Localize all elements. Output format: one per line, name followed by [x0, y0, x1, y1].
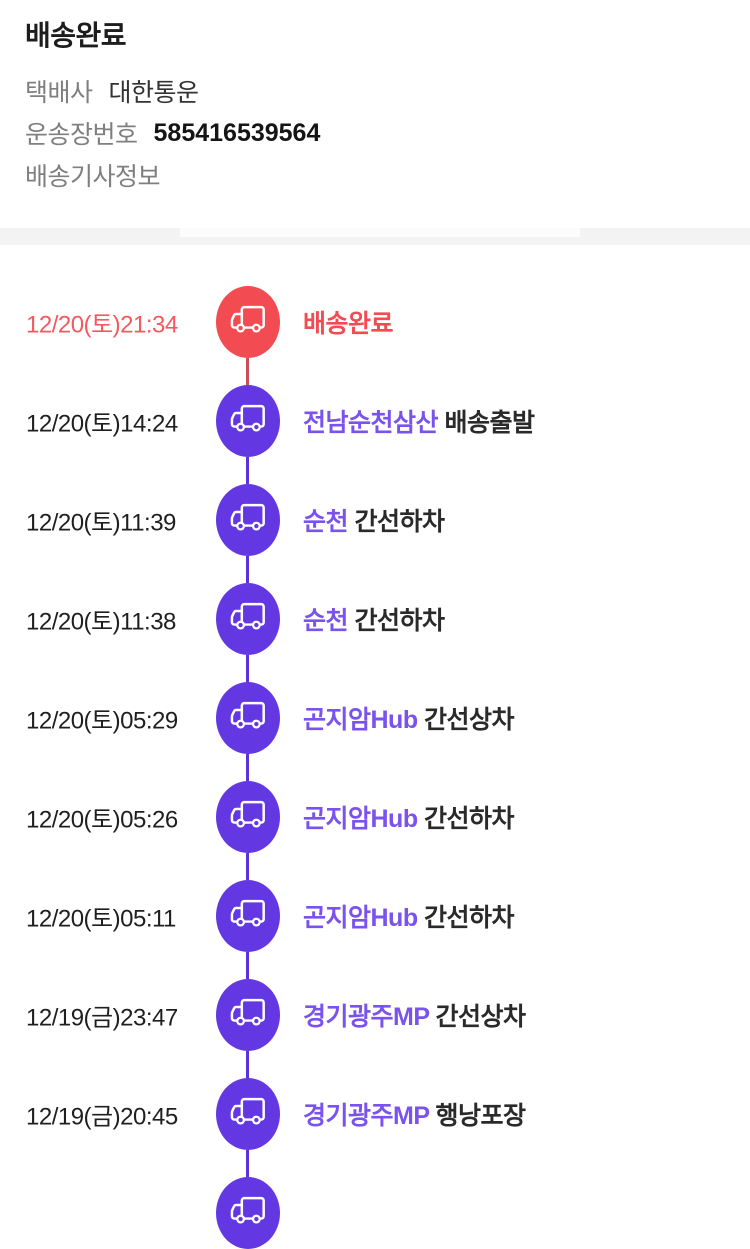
timeline-item: 12/20(토)14:24 전남순천삼산 배송출발	[0, 385, 750, 457]
timeline-item-datetime: 12/20(토)11:38	[26, 608, 176, 636]
timeline-item: 12/20(토)11:38 순천 간선하차	[0, 583, 750, 655]
timeline-item-action: 배송출발	[444, 409, 535, 437]
timeline-item-action: 간선하차	[354, 607, 445, 635]
truck-icon	[229, 700, 267, 736]
timeline-item-status: 순천 간선하차	[303, 502, 445, 538]
driver-info-row[interactable]: 배송기사정보	[25, 154, 320, 196]
timeline-item-marker	[216, 880, 280, 952]
timeline-connector	[246, 655, 249, 682]
timeline-item-marker	[216, 385, 280, 457]
timeline-item-marker	[216, 979, 280, 1051]
timeline-item-datetime: 12/20(토)11:39	[26, 509, 176, 537]
shipment-info: 택배사 대한통운 운송장번호 585416539564 배송기사정보	[25, 70, 320, 196]
timeline-item-status: 곤지암Hub 간선상차	[303, 700, 515, 736]
timeline-item-location: 경기광주MP	[303, 1102, 436, 1130]
divider-notch	[180, 228, 580, 237]
timeline-item-action: 간선하차	[424, 805, 515, 833]
timeline-item-action: 배송완료	[303, 310, 394, 338]
timeline-item-marker	[216, 781, 280, 853]
timeline-item-status: 곤지암Hub 간선하차	[303, 799, 515, 835]
timeline-item-action: 간선하차	[424, 904, 515, 932]
timeline-item-marker	[216, 583, 280, 655]
timeline-item-status: 곤지암Hub 간선하차	[303, 898, 515, 934]
timeline-item: 12/20(토)21:34 배송완료	[0, 286, 750, 358]
tracking-timeline: 12/20(토)21:34 배송완료 12/20(토)14:24	[0, 286, 750, 1249]
timeline-item-location: 곤지암Hub	[303, 706, 425, 734]
truck-icon	[229, 601, 267, 637]
page-title: 배송완료	[25, 20, 127, 51]
tracking-number-label: 운송장번호	[25, 121, 138, 149]
timeline-item-datetime: 12/20(토)05:11	[26, 905, 176, 933]
timeline-item-status: 배송완료	[303, 304, 394, 340]
timeline-item-location: 곤지암Hub	[303, 904, 425, 932]
timeline-item-status: 경기광주MP 행낭포장	[303, 1096, 526, 1132]
header: 배송완료	[25, 14, 127, 54]
truck-icon	[229, 898, 267, 934]
timeline-item: 12/20(토)05:11 곤지암Hub 간선하차	[0, 880, 750, 952]
timeline-item-datetime: 12/19(금)23:47	[26, 1004, 178, 1032]
timeline-item-action: 간선상차	[435, 1003, 527, 1031]
tracking-number-value: 585416539564	[153, 118, 321, 147]
timeline-item-location: 경기광주MP	[303, 1003, 436, 1031]
timeline-item-marker	[216, 1177, 280, 1249]
timeline-item-datetime: 12/20(토)21:34	[26, 311, 178, 339]
timeline-item-status: 전남순천삼산 배송출발	[303, 403, 535, 439]
timeline-item-location: 곤지암Hub	[303, 805, 425, 833]
timeline-item-action: 간선상차	[424, 706, 515, 734]
timeline-item-marker	[216, 1078, 280, 1150]
courier-value: 대한통운	[108, 79, 200, 107]
truck-icon	[229, 403, 267, 439]
timeline-item-location: 순천	[303, 508, 355, 536]
timeline-connector	[246, 556, 249, 583]
courier-row: 택배사 대한통운	[25, 70, 320, 112]
delivery-tracking-page: { "header": { "title": "배송완료", "courier_…	[0, 14, 750, 1249]
truck-icon	[229, 1195, 267, 1231]
timeline-item-marker	[216, 286, 280, 358]
courier-label: 택배사	[25, 79, 93, 107]
timeline-item-marker	[216, 484, 280, 556]
timeline-item-datetime: 12/20(토)05:26	[26, 806, 178, 834]
timeline-item-action: 행낭포장	[435, 1102, 527, 1130]
truck-icon	[229, 502, 267, 538]
timeline-connector	[246, 853, 249, 880]
timeline-item-location: 전남순천삼산	[303, 409, 445, 437]
truck-icon	[229, 997, 267, 1033]
timeline-item: 12/20(토)11:39 순천 간선하차	[0, 484, 750, 556]
timeline-item: 12/20(토)05:26 곤지암Hub 간선하차	[0, 781, 750, 853]
timeline-connector	[246, 457, 249, 484]
timeline-connector	[246, 1150, 249, 1177]
timeline-item-action: 간선하차	[354, 508, 445, 536]
truck-icon	[229, 1096, 267, 1132]
timeline-item-datetime: 12/19(금)20:45	[26, 1103, 178, 1131]
timeline-item: 12/19(금)23:47 경기광주MP 간선상차	[0, 979, 750, 1051]
timeline-connector	[246, 754, 249, 781]
timeline-item: 12/19(금)20:45 경기광주MP 행낭포장	[0, 1078, 750, 1150]
timeline-item-location: 순천	[303, 607, 355, 635]
timeline-connector	[246, 358, 249, 385]
timeline-item-status: 경기광주MP 간선상차	[303, 997, 526, 1033]
truck-icon	[229, 304, 267, 340]
timeline-item-datetime: 12/20(토)14:24	[26, 410, 178, 438]
timeline-item-status: 순천 간선하차	[303, 601, 445, 637]
timeline-item-datetime: 12/20(토)05:29	[26, 707, 178, 735]
timeline-connector	[246, 1051, 249, 1078]
timeline-item	[0, 1177, 750, 1249]
driver-info-label[interactable]: 배송기사정보	[25, 163, 161, 191]
truck-icon	[229, 799, 267, 835]
section-divider	[0, 228, 750, 245]
timeline-item: 12/20(토)05:29 곤지암Hub 간선상차	[0, 682, 750, 754]
timeline-connector	[246, 952, 249, 979]
timeline-item-marker	[216, 682, 280, 754]
tracking-number-row: 운송장번호 585416539564	[25, 112, 320, 154]
